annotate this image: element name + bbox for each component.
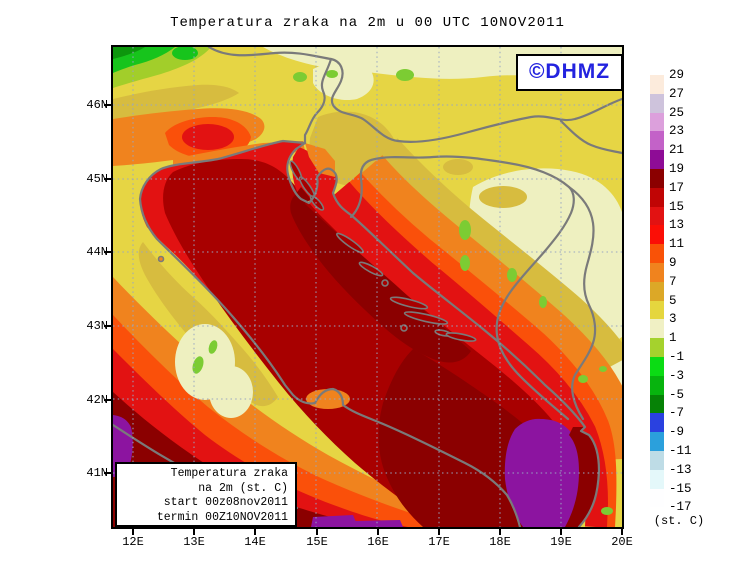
x-axis-label: 17E [428,535,450,549]
colorbar-level-label: 5 [669,293,677,308]
x-axis-tick [316,529,318,535]
legend-info-box: Temperatura zraka na 2m (st. C) start 00… [115,462,297,527]
colorbar-cell [650,300,664,320]
x-axis-tick [377,529,379,535]
colorbar-level-label: 7 [669,274,677,289]
x-axis-label: 14E [244,535,266,549]
colorbar-cell [650,319,664,339]
colorbar-cell [650,357,664,376]
y-axis-tick [104,325,111,327]
colorbar-cell [650,375,664,395]
colorbar-cell [650,451,664,470]
x-axis-label: 13E [183,535,205,549]
colorbar-cell [650,225,664,245]
colorbar-cell [650,413,664,433]
khaki-italy-band [138,242,278,407]
map-canvas [113,47,622,527]
legend-line: termin 00Z10NOV2011 [156,510,288,524]
colorbar-cell [650,488,664,508]
colorbar-level-label: 19 [669,162,685,176]
colorbar-level-label: -1 [669,350,685,364]
purple-se-patch [504,418,584,527]
legend-line: start 00z08nov2011 [163,496,288,509]
x-axis-tick [560,529,562,535]
colorbar-cell [650,112,664,132]
border-bosnia [349,155,575,421]
x-axis-tick [193,529,195,535]
y-axis-label: 41N [86,466,108,480]
colorbar-cell [650,263,664,282]
khaki-nw-band [113,84,239,119]
colorbar-level-label: 11 [669,237,685,252]
dhmz-watermark: ©DHMZ [516,54,623,91]
x-axis-label: 12E [122,535,144,549]
colorbar-level-label: -9 [669,425,685,440]
graticule [113,47,622,527]
y-axis-label: 42N [86,393,108,407]
colorbar-cell [650,394,664,414]
y-axis-tick [104,472,111,474]
y-axis-label: 46N [86,98,108,112]
colorbar-level-label: -3 [669,368,685,383]
colorbar-cell [650,244,664,263]
border-serbia [567,185,597,421]
colorbar-cell [650,206,664,226]
colorbar-cell [650,131,664,151]
x-axis-label: 15E [306,535,328,549]
colorbar-level-label: 9 [669,256,677,270]
colorbar-level-label: 15 [669,199,685,214]
colorbar-cell [650,169,664,188]
border-slovenia [303,57,333,145]
colorbar-level-label: 21 [669,143,685,158]
map-frame [111,45,624,529]
y-axis-label: 43N [86,319,108,333]
colorbar-cell [650,75,664,94]
y-axis-tick [104,178,111,180]
legend-line: na 2m (st. C) [198,481,288,495]
y-axis-tick [104,104,111,106]
x-axis-tick [621,529,623,535]
colorbar-level-label: -15 [669,481,692,496]
colorbar-level-label: -13 [669,462,692,477]
colorbar-level-label: 3 [669,312,677,327]
y-axis-tick [104,251,111,253]
y-axis-tick [104,399,111,401]
y-axis-label: 45N [86,172,108,186]
x-axis-label: 16E [367,535,389,549]
dhmz-label: ©DHMZ [528,60,611,83]
x-axis-tick [499,529,501,535]
colorbar-cell [650,150,664,169]
y-axis-label: 44N [86,245,108,259]
x-axis-tick [254,529,256,535]
colorbar-level-label: 1 [669,331,677,346]
colorbar-level-label: -17 [669,500,692,515]
green-spots [293,69,613,515]
colorbar-cell [650,187,664,207]
colorbar-level-label: 13 [669,218,685,233]
colorbar-level-label: 29 [669,68,685,82]
colorbar-cell [650,432,664,451]
colorbar-level-label: -7 [669,406,685,421]
colorbar-cell [650,338,664,357]
x-axis-label: 20E [611,535,633,549]
x-axis-label: 19E [550,535,572,549]
colorbar-level-label: -5 [669,387,685,402]
colorbar-level-label: 23 [669,124,685,139]
colorbar-level-label: 27 [669,86,685,101]
colorbar-cell [650,93,664,113]
colorbar-level-label: 17 [669,180,685,195]
legend-line: Temperatura zraka [170,467,288,480]
x-axis-tick [438,529,440,535]
x-axis-label: 18E [489,535,511,549]
border-north [207,47,622,143]
page-title: Temperatura zraka na 2m u 00 UTC 10NOV20… [170,15,565,31]
purple-sw-patch [113,415,133,477]
colorbar-cell [650,469,664,489]
colorbar-unit-label: (st. C) [653,514,705,528]
colorbar-level-label: -11 [669,444,692,458]
x-axis-tick [132,529,134,535]
colorbar-level-label: 25 [669,105,685,120]
colorbar-cell [650,281,664,301]
